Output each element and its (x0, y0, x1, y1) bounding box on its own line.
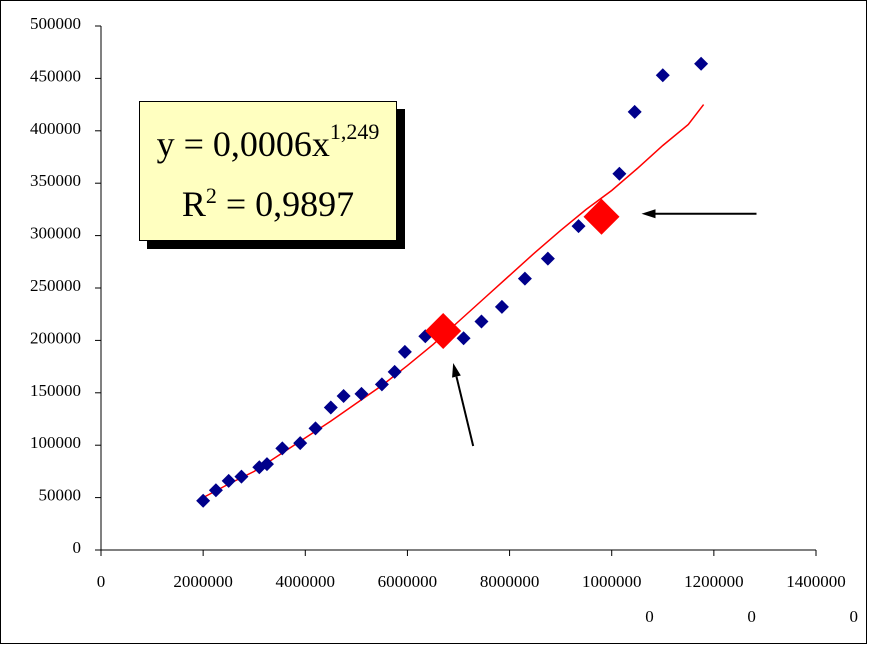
data-point (540, 251, 555, 266)
y-tick-label: 50000 (39, 486, 82, 505)
x-tick-label: 1400000 (786, 572, 846, 591)
data-points (196, 56, 709, 508)
data-point (293, 436, 308, 451)
data-point (374, 377, 389, 392)
y-tick-label: 250000 (30, 276, 81, 295)
data-point (234, 469, 249, 484)
r-squared-value: R2 = 0,9897 (140, 184, 396, 224)
data-point (571, 219, 586, 234)
data-point (221, 473, 236, 488)
y-axis-ticks: 0 50000 100000 150000 200000 250000 300000 3500… (30, 14, 101, 557)
data-point (308, 421, 323, 436)
data-point (494, 299, 509, 314)
data-point (196, 493, 211, 508)
data-point (517, 271, 532, 286)
y-tick-label: 450000 (30, 66, 81, 85)
y-tick-label: 500000 (30, 14, 81, 33)
regression-equation: y = 0,0006x1,249 (140, 121, 396, 165)
data-point (694, 56, 709, 71)
x-tick-label: 0 (645, 607, 654, 626)
data-point (323, 400, 338, 415)
y-tick-label: 300000 (30, 224, 81, 243)
r-squared-number: = 0,9897 (216, 184, 355, 224)
arrow-head (641, 209, 656, 219)
data-point (474, 314, 489, 329)
data-point (456, 331, 471, 346)
highlight-markers (425, 198, 620, 349)
data-point (208, 483, 223, 498)
highlight-point (425, 312, 462, 349)
arrow-head (452, 362, 461, 378)
y-tick-label: 0 (73, 538, 82, 557)
highlight-point (583, 198, 620, 235)
x-tick-label: 1000000 (582, 572, 642, 591)
y-tick-label: 350000 (30, 171, 81, 190)
x-tick-label: 4000000 (276, 572, 336, 591)
data-point (275, 441, 290, 456)
x-tick-label: 1200000 (684, 572, 744, 591)
x-tick-label: 8000000 (480, 572, 540, 591)
r-squared-symbol: R (181, 184, 206, 224)
arrow-shaft (455, 376, 475, 447)
data-point (397, 344, 412, 359)
y-tick-label: 100000 (30, 433, 81, 452)
r-squared-exponent: 2 (205, 183, 217, 208)
data-point (336, 388, 351, 403)
y-tick-label: 150000 (30, 381, 81, 400)
y-tick-label: 400000 (30, 119, 81, 138)
data-point (387, 364, 402, 379)
data-point (612, 166, 627, 181)
x-tick-label: 0 (747, 607, 756, 626)
data-point (259, 457, 274, 472)
annotation-arrows (452, 209, 757, 447)
x-tick-label: 6000000 (378, 572, 438, 591)
equation-exponent: 1,249 (329, 119, 380, 144)
data-point (627, 104, 642, 119)
x-tick-label: 0 (97, 572, 106, 591)
x-tick-label: 2000000 (173, 572, 233, 591)
equation-text: y = 0,0006x (156, 124, 330, 164)
x-axis-ticks: 0 2000000 4000000 6000000 8000000 10000000120… (97, 550, 858, 626)
x-tick-label: 0 (850, 607, 859, 626)
y-tick-label: 200000 (30, 328, 81, 347)
data-point (655, 68, 670, 83)
data-point (354, 386, 369, 401)
equation-box: y = 0,0006x1,249 R2 = 0,9897 (139, 101, 397, 241)
